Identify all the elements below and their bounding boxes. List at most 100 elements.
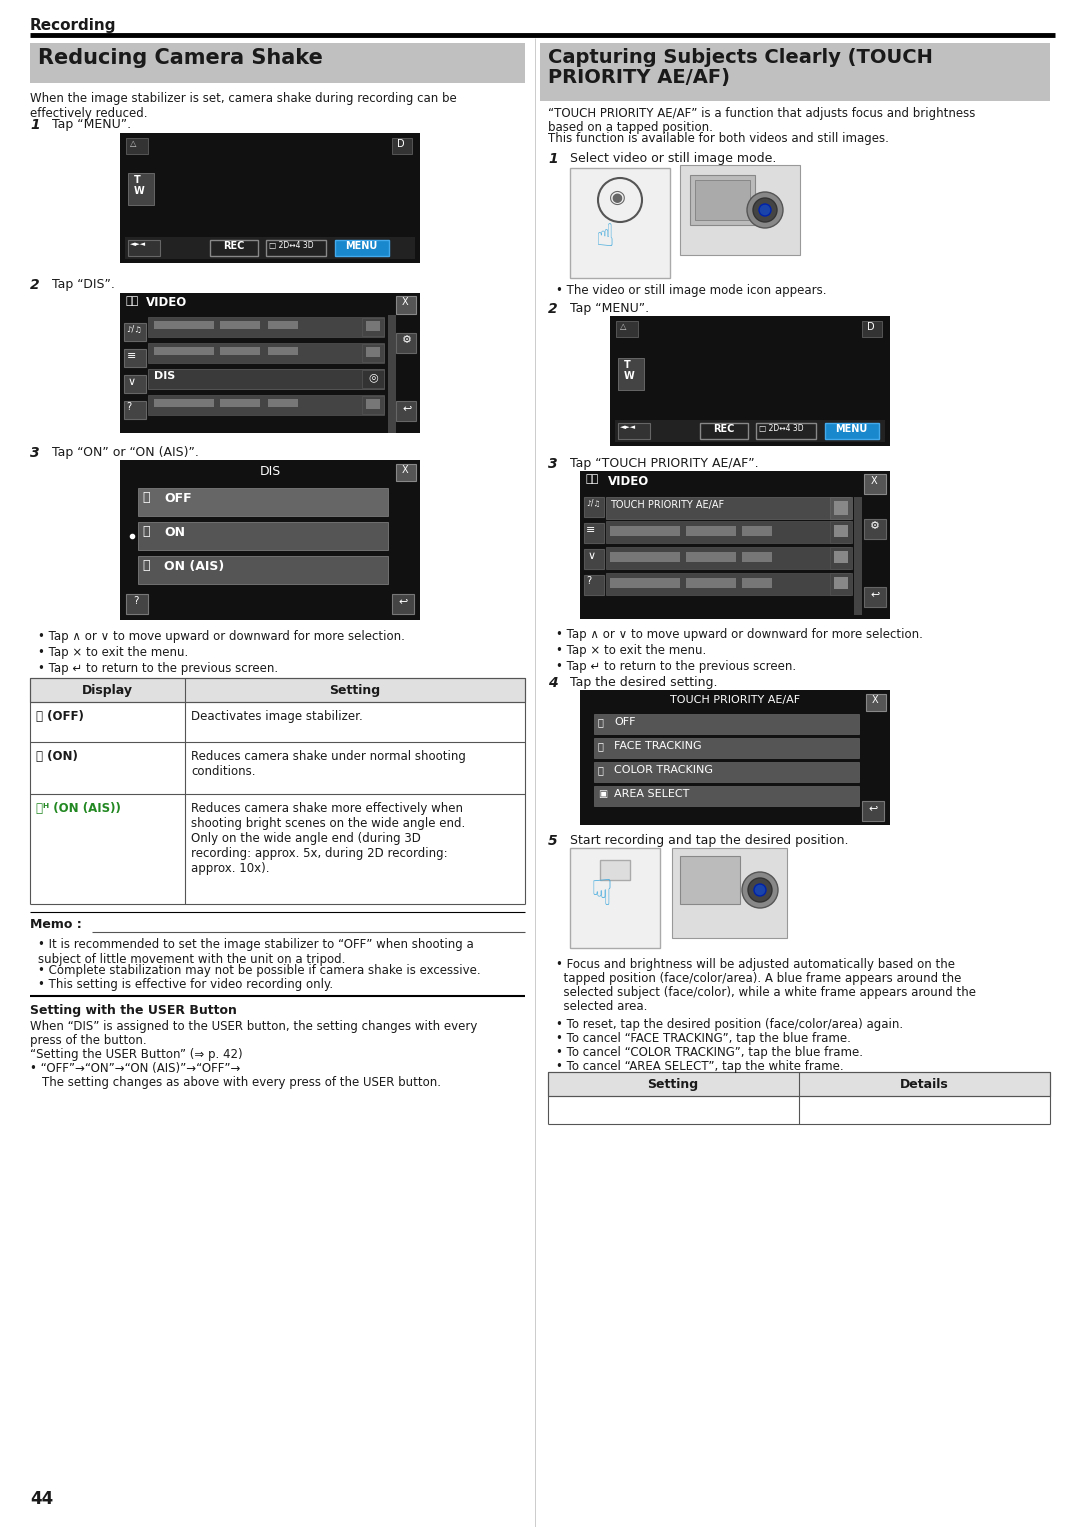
Bar xyxy=(594,738,859,757)
Bar xyxy=(680,165,800,255)
Bar xyxy=(606,547,850,570)
Text: ?: ? xyxy=(133,596,138,606)
Text: X: X xyxy=(402,466,408,475)
Bar xyxy=(138,489,388,516)
Text: • It is recommended to set the image stabilizer to “OFF” when shooting a
subject: • It is recommended to set the image sta… xyxy=(38,938,474,967)
Text: Reduces camera shake under normal shooting
conditions.: Reduces camera shake under normal shooti… xyxy=(191,750,465,777)
Text: ON (AIS): ON (AIS) xyxy=(164,560,225,573)
Text: • To reset, tap the desired position (face/color/area) again.: • To reset, tap the desired position (fa… xyxy=(556,1019,903,1031)
Text: • Tap ↵ to return to the previous screen.: • Tap ↵ to return to the previous screen… xyxy=(38,663,279,675)
Text: Tap “MENU”.: Tap “MENU”. xyxy=(52,118,131,131)
Text: ⚙: ⚙ xyxy=(402,334,411,345)
Text: REC: REC xyxy=(713,425,734,434)
Text: T: T xyxy=(624,360,631,370)
Text: ◄►◄: ◄►◄ xyxy=(620,425,636,431)
Text: Setting: Setting xyxy=(329,684,380,696)
Bar xyxy=(154,399,214,408)
Circle shape xyxy=(748,878,772,902)
Text: FACE TRACKING: FACE TRACKING xyxy=(615,741,702,751)
Bar xyxy=(584,576,604,596)
Text: • This setting is effective for video recording only.: • This setting is effective for video re… xyxy=(38,977,333,991)
Text: ∨: ∨ xyxy=(588,551,596,560)
Bar xyxy=(690,176,755,224)
Text: Recording: Recording xyxy=(30,18,117,34)
Text: • To cancel “FACE TRACKING”, tap the blue frame.: • To cancel “FACE TRACKING”, tap the blu… xyxy=(556,1032,851,1044)
Text: ON: ON xyxy=(164,525,185,539)
Bar xyxy=(854,496,862,615)
Text: This function is available for both videos and still images.: This function is available for both vide… xyxy=(548,131,889,145)
Text: 2: 2 xyxy=(30,278,40,292)
Text: selected area.: selected area. xyxy=(556,1000,647,1012)
Text: When “DIS” is assigned to the USER button, the setting changes with every: When “DIS” is assigned to the USER butto… xyxy=(30,1020,477,1032)
Text: ☟: ☟ xyxy=(590,878,612,912)
Bar xyxy=(366,399,380,409)
Text: DIS: DIS xyxy=(154,371,175,382)
Bar xyxy=(362,344,384,362)
Text: D: D xyxy=(397,139,405,150)
Bar xyxy=(756,423,816,438)
Text: X: X xyxy=(872,695,879,705)
Bar xyxy=(396,464,416,481)
Text: VIDEO: VIDEO xyxy=(146,296,187,308)
Bar xyxy=(129,240,160,257)
Bar xyxy=(594,715,859,734)
Text: tapped position (face/color/area). A blue frame appears around the: tapped position (face/color/area). A blu… xyxy=(556,973,961,985)
Bar xyxy=(335,240,389,257)
Text: ♪/♫: ♪/♫ xyxy=(586,499,600,508)
Text: W: W xyxy=(624,371,635,382)
Bar xyxy=(864,586,886,608)
Bar xyxy=(148,344,384,363)
Bar xyxy=(580,470,890,618)
Text: VIDEO: VIDEO xyxy=(608,475,649,489)
Text: 5: 5 xyxy=(548,834,557,847)
Text: Setting with the USER Button: Setting with the USER Button xyxy=(30,1003,237,1017)
Bar xyxy=(126,594,148,614)
Text: Select video or still image mode.: Select video or still image mode. xyxy=(570,153,777,165)
Text: 1: 1 xyxy=(548,153,557,166)
Text: ⦿⦿: ⦿⦿ xyxy=(126,296,139,305)
Text: Ⓐᴴ (ON (AIS)): Ⓐᴴ (ON (AIS)) xyxy=(36,802,121,815)
Bar xyxy=(129,173,154,205)
Bar xyxy=(120,460,420,620)
Bar xyxy=(615,420,885,441)
Bar xyxy=(548,1072,1050,1096)
Bar xyxy=(220,347,260,354)
Bar xyxy=(362,318,384,336)
Text: • Focus and brightness will be adjusted automatically based on the: • Focus and brightness will be adjusted … xyxy=(556,957,955,971)
Text: • Tap ↵ to return to the previous screen.: • Tap ↵ to return to the previous screen… xyxy=(556,660,796,673)
Text: TOUCH PRIORITY AE/AF: TOUCH PRIORITY AE/AF xyxy=(670,695,800,705)
Text: MENU: MENU xyxy=(345,241,377,250)
Text: D: D xyxy=(867,322,875,331)
Bar xyxy=(866,693,886,712)
Text: W: W xyxy=(134,186,145,195)
Circle shape xyxy=(754,884,766,896)
Text: ↩: ↩ xyxy=(399,596,407,606)
Bar xyxy=(268,347,298,354)
Text: • To cancel “COLOR TRACKING”, tap the blue frame.: • To cancel “COLOR TRACKING”, tap the bl… xyxy=(556,1046,863,1060)
Text: Ⓐ (ON): Ⓐ (ON) xyxy=(36,750,78,764)
Text: 44: 44 xyxy=(30,1490,53,1509)
Bar xyxy=(126,137,148,154)
Text: • “OFF”→“ON”→“ON (AIS)”→“OFF”→: • “OFF”→“ON”→“ON (AIS)”→“OFF”→ xyxy=(30,1061,241,1075)
Text: OFF: OFF xyxy=(164,492,191,505)
Bar xyxy=(570,168,670,278)
Bar xyxy=(584,550,604,570)
Text: 2: 2 xyxy=(548,302,557,316)
Text: Reduces camera shake more effectively when
shooting bright scenes on the wide an: Reduces camera shake more effectively wh… xyxy=(191,802,465,875)
Text: Memo :: Memo : xyxy=(30,918,82,931)
Text: • Complete stabilization may not be possible if camera shake is excessive.: • Complete stabilization may not be poss… xyxy=(38,964,481,977)
Bar xyxy=(580,470,862,495)
Text: △: △ xyxy=(620,322,626,331)
Bar xyxy=(366,321,380,331)
Text: ♪/♫: ♪/♫ xyxy=(126,325,141,334)
Text: DIS: DIS xyxy=(259,466,281,478)
Bar xyxy=(30,678,525,702)
Bar xyxy=(610,525,680,536)
Bar xyxy=(834,525,848,538)
Text: Start recording and tap the desired position.: Start recording and tap the desired posi… xyxy=(570,834,849,847)
Bar xyxy=(124,376,146,392)
Bar xyxy=(618,423,650,438)
Text: Tap “TOUCH PRIORITY AE/AF”.: Tap “TOUCH PRIORITY AE/AF”. xyxy=(570,457,758,470)
Text: T: T xyxy=(134,176,140,185)
Text: OFF: OFF xyxy=(615,718,635,727)
